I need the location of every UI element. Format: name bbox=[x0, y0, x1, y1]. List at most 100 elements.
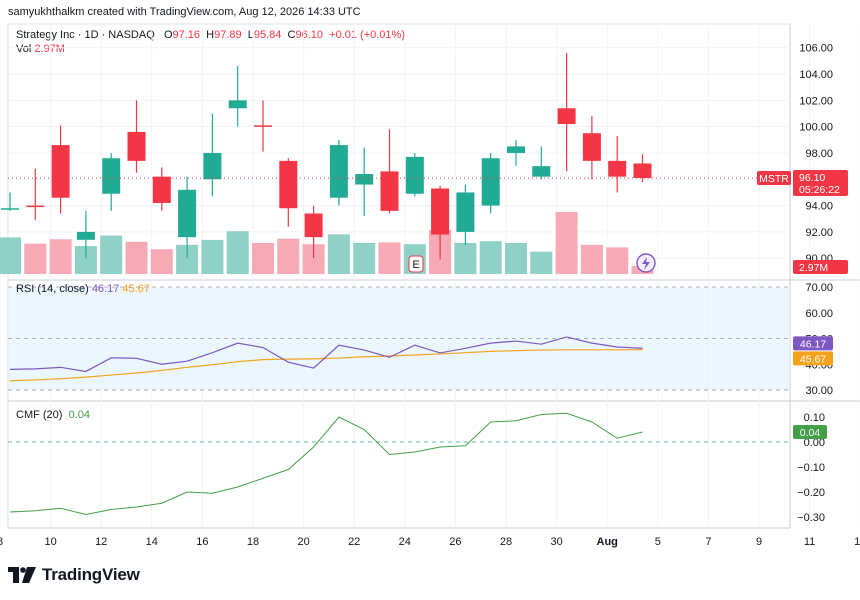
open-value: 97.16 bbox=[172, 29, 201, 41]
volume-bar bbox=[353, 243, 376, 274]
candle-body bbox=[355, 174, 374, 185]
cmf-tick-label: −0.10 bbox=[797, 462, 825, 474]
price-tag bbox=[793, 169, 848, 196]
ticker-tag bbox=[757, 170, 791, 185]
volume-bar bbox=[505, 243, 527, 274]
rsi-value: 46.17 bbox=[91, 283, 120, 295]
high-label: H bbox=[206, 29, 215, 41]
candle-body bbox=[203, 152, 222, 180]
time-tick-label: 30 bbox=[550, 536, 562, 548]
time-tick-label: 26 bbox=[449, 536, 461, 548]
attribution-text: samyukhthalkm created with TradingView.c… bbox=[8, 6, 361, 18]
cmf-tick-label: 0.00 bbox=[804, 437, 825, 449]
candle-body bbox=[26, 205, 45, 208]
candle-body bbox=[304, 213, 323, 238]
volume-bar bbox=[0, 237, 21, 274]
cmf-tick-label: −0.30 bbox=[797, 512, 825, 524]
low-value: 95.84 bbox=[253, 29, 282, 41]
volume-bar bbox=[479, 241, 502, 274]
price-tick-label: 102.00 bbox=[799, 95, 833, 107]
candle-body bbox=[102, 158, 121, 194]
price-tick-label: 100.00 bbox=[799, 122, 833, 134]
cmf-tick-label: −0.20 bbox=[797, 487, 825, 499]
time-tick-label: 8 bbox=[0, 536, 3, 548]
volume-bar bbox=[530, 251, 553, 274]
cmf-name: CMF (20) bbox=[16, 409, 63, 421]
earnings-marker bbox=[408, 255, 424, 273]
volume-bar bbox=[24, 243, 47, 274]
time-tick-label: 28 bbox=[500, 536, 512, 548]
rsi-ma-value: 45.67 bbox=[122, 283, 150, 295]
rsi-name: RSI (14, close) bbox=[16, 283, 89, 295]
rsi-ma-line bbox=[9, 349, 643, 382]
change-value: +0.01 (+0.01%) bbox=[329, 29, 405, 41]
tradingview-logo-icon bbox=[8, 567, 36, 583]
plot-frame bbox=[7, 23, 791, 529]
volume-bar bbox=[100, 235, 123, 274]
candle-body bbox=[405, 156, 424, 194]
volume-tag bbox=[793, 260, 848, 274]
volume-bar bbox=[226, 231, 249, 274]
candle-body bbox=[228, 100, 247, 109]
volume-bar bbox=[277, 238, 300, 274]
time-tick-label: 10 bbox=[44, 536, 56, 548]
price-tick-label: 104.00 bbox=[799, 69, 833, 81]
price-tag-value: 96.10 bbox=[799, 172, 825, 184]
candle-body bbox=[329, 145, 348, 198]
volume-bar bbox=[378, 242, 401, 274]
earnings-marker-label: E bbox=[412, 259, 419, 271]
rsi-tick-label: 60.00 bbox=[805, 308, 833, 320]
rsi-ma-tag bbox=[793, 351, 833, 366]
time-tick-label: 7 bbox=[705, 536, 711, 548]
candle-body bbox=[507, 146, 525, 153]
time-tick-label: 18 bbox=[247, 536, 259, 548]
rsi-legend: RSI (14, close) 46.17 45.67 bbox=[16, 283, 150, 295]
candle-body bbox=[127, 131, 146, 161]
cmf-value-tag-text: 0.04 bbox=[800, 427, 821, 439]
price-tick-label: 106.00 bbox=[799, 43, 833, 55]
candle-body bbox=[557, 108, 576, 125]
price-tick-label: 98.00 bbox=[805, 148, 833, 160]
candle-body bbox=[1, 208, 19, 210]
time-tick-label: Aug bbox=[597, 536, 618, 548]
volume-bar bbox=[176, 244, 199, 274]
rsi-value-tag bbox=[793, 336, 833, 351]
volume-legend: Vol 2.97M bbox=[16, 43, 65, 55]
volume-value: 2.97M bbox=[34, 43, 65, 55]
volume-bar bbox=[454, 243, 477, 274]
candle-body bbox=[582, 133, 601, 161]
time-tick-label: 11 bbox=[804, 536, 815, 548]
high-value: 97.89 bbox=[214, 29, 242, 41]
rsi-ma-tag-text: 45.67 bbox=[800, 353, 826, 365]
rsi-tick-label: 30.00 bbox=[805, 385, 833, 397]
low-label: L bbox=[247, 29, 254, 41]
time-tick-label: 22 bbox=[348, 536, 360, 548]
cmf-line bbox=[9, 412, 643, 516]
volume-bar bbox=[580, 244, 603, 274]
candle-body bbox=[633, 163, 652, 178]
volume-bar bbox=[327, 234, 350, 274]
rsi-value-tag-text: 46.17 bbox=[800, 338, 826, 350]
candle-body bbox=[380, 171, 399, 211]
volume-bar bbox=[49, 239, 72, 274]
candle-body bbox=[481, 158, 500, 206]
cmf-legend: CMF (20) 0.04 bbox=[16, 409, 90, 421]
volume-bar bbox=[74, 246, 97, 274]
time-tick-label: 16 bbox=[196, 536, 208, 548]
time-tick-label: 14 bbox=[146, 536, 158, 548]
open-label: O bbox=[163, 29, 173, 41]
volume-bar bbox=[252, 243, 274, 274]
candle-body bbox=[532, 166, 551, 177]
candle-body bbox=[431, 188, 450, 235]
time-tick-label: 20 bbox=[297, 536, 309, 548]
tradingview-logo[interactable]: TradingView bbox=[8, 565, 140, 585]
time-tick-label: 9 bbox=[756, 536, 762, 548]
rsi-tick-label: 70.00 bbox=[805, 282, 833, 294]
price-chart[interactable]: 90.0092.0094.0096.0098.00100.00102.00104… bbox=[0, 0, 860, 560]
close-label: C bbox=[287, 29, 296, 41]
close-value: 96.10 bbox=[295, 29, 324, 41]
volume-bar bbox=[302, 244, 325, 274]
candle-body bbox=[178, 189, 197, 238]
candle-body bbox=[51, 145, 70, 198]
ticker-tag-label: MSTR bbox=[759, 173, 789, 185]
